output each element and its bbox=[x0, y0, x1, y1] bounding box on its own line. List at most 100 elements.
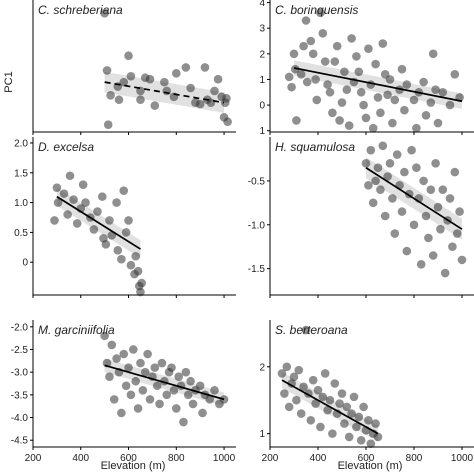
data-point bbox=[119, 349, 129, 359]
data-point bbox=[119, 77, 129, 87]
data-point bbox=[412, 123, 421, 133]
data-point bbox=[332, 41, 342, 51]
x-tick-label: 1000 bbox=[213, 453, 236, 464]
data-point bbox=[174, 372, 183, 381]
data-point bbox=[376, 185, 385, 194]
data-point bbox=[455, 207, 464, 216]
data-point bbox=[186, 376, 195, 386]
data-point bbox=[150, 101, 160, 110]
data-point bbox=[364, 415, 373, 425]
data-point bbox=[448, 242, 457, 252]
data-point bbox=[113, 245, 123, 255]
y-tick-label: -4.5 bbox=[11, 436, 29, 447]
panel-3: 0 0.5 1.0 1.5 2.0 D. excelsa bbox=[14, 137, 236, 298]
data-point bbox=[325, 87, 335, 97]
data-point bbox=[302, 77, 312, 87]
data-point bbox=[311, 75, 320, 84]
x-tick-label: 600 bbox=[358, 453, 375, 464]
data-point bbox=[383, 90, 392, 100]
data-point bbox=[145, 74, 155, 84]
data-point bbox=[136, 358, 145, 368]
data-point bbox=[312, 95, 322, 105]
data-point bbox=[301, 325, 311, 335]
data-point bbox=[407, 145, 416, 155]
data-point bbox=[368, 123, 378, 133]
data-point bbox=[373, 93, 383, 102]
x-tick-label: 600 bbox=[120, 453, 137, 464]
data-point bbox=[133, 266, 143, 276]
data-point bbox=[188, 399, 198, 409]
data-point bbox=[195, 99, 205, 109]
data-point bbox=[383, 172, 392, 181]
data-point bbox=[126, 390, 136, 400]
data-point bbox=[112, 198, 121, 207]
data-point bbox=[433, 202, 443, 212]
data-point bbox=[445, 100, 455, 110]
data-point bbox=[390, 229, 400, 238]
x-tick-label: 800 bbox=[168, 453, 185, 464]
data-point bbox=[402, 80, 412, 89]
data-point bbox=[452, 229, 462, 238]
data-point bbox=[167, 363, 176, 372]
y-tick-label: 0 bbox=[259, 101, 265, 112]
data-point bbox=[378, 141, 388, 151]
data-point bbox=[366, 145, 376, 155]
regression-line bbox=[104, 81, 225, 104]
x-tick-label: 400 bbox=[72, 453, 89, 464]
data-point bbox=[445, 194, 455, 203]
data-point bbox=[426, 98, 436, 107]
data-point bbox=[126, 71, 136, 81]
data-point bbox=[299, 41, 308, 51]
data-point bbox=[440, 268, 450, 278]
data-point bbox=[112, 354, 121, 363]
data-point bbox=[392, 150, 402, 159]
panel-title: M. garciniifolia bbox=[38, 323, 115, 337]
panel-6: 200 400 600 800 1000 1 2 S. berteroana bbox=[259, 320, 474, 464]
data-point bbox=[436, 224, 445, 234]
data-point bbox=[361, 159, 371, 168]
data-point bbox=[416, 259, 426, 269]
y-tick-label: -3.0 bbox=[11, 368, 29, 379]
data-point bbox=[78, 180, 88, 189]
data-point bbox=[289, 372, 299, 382]
data-point bbox=[385, 75, 395, 84]
x-tick-label: 800 bbox=[406, 453, 423, 464]
data-point bbox=[308, 49, 318, 59]
y-tick-label: 3 bbox=[259, 24, 265, 35]
data-point bbox=[282, 362, 292, 372]
data-point bbox=[131, 376, 140, 386]
data-point bbox=[105, 216, 114, 225]
data-point bbox=[371, 176, 380, 186]
y-tick-label: 1.5 bbox=[14, 168, 28, 179]
data-point bbox=[354, 412, 364, 422]
regression-line bbox=[293, 67, 463, 103]
data-point bbox=[320, 57, 330, 66]
data-point bbox=[136, 287, 145, 297]
data-point bbox=[97, 192, 107, 201]
data-point bbox=[318, 29, 328, 38]
data-point bbox=[388, 118, 397, 128]
data-point bbox=[63, 210, 72, 219]
data-point bbox=[124, 51, 133, 61]
data-point bbox=[287, 379, 296, 388]
panel-1: C. schreberiana bbox=[32, 0, 236, 135]
data-point bbox=[52, 183, 62, 192]
panel-title: D. excelsa bbox=[38, 140, 94, 154]
y-tick-label: 4 bbox=[259, 0, 265, 9]
data-point bbox=[296, 409, 306, 418]
data-point bbox=[313, 385, 323, 395]
panel-title: H. squamulosa bbox=[275, 140, 355, 154]
data-point bbox=[412, 163, 421, 173]
y-tick-label: -4.0 bbox=[11, 413, 29, 424]
data-point bbox=[356, 87, 366, 97]
panel-title: S. berteroana bbox=[275, 323, 348, 337]
data-point bbox=[287, 82, 296, 92]
data-point bbox=[450, 70, 460, 79]
data-point bbox=[306, 36, 316, 46]
panel-title: C. borinquensis bbox=[275, 3, 358, 17]
data-point bbox=[107, 340, 117, 350]
data-point bbox=[409, 220, 419, 230]
data-point bbox=[195, 381, 205, 391]
data-point bbox=[352, 422, 361, 432]
